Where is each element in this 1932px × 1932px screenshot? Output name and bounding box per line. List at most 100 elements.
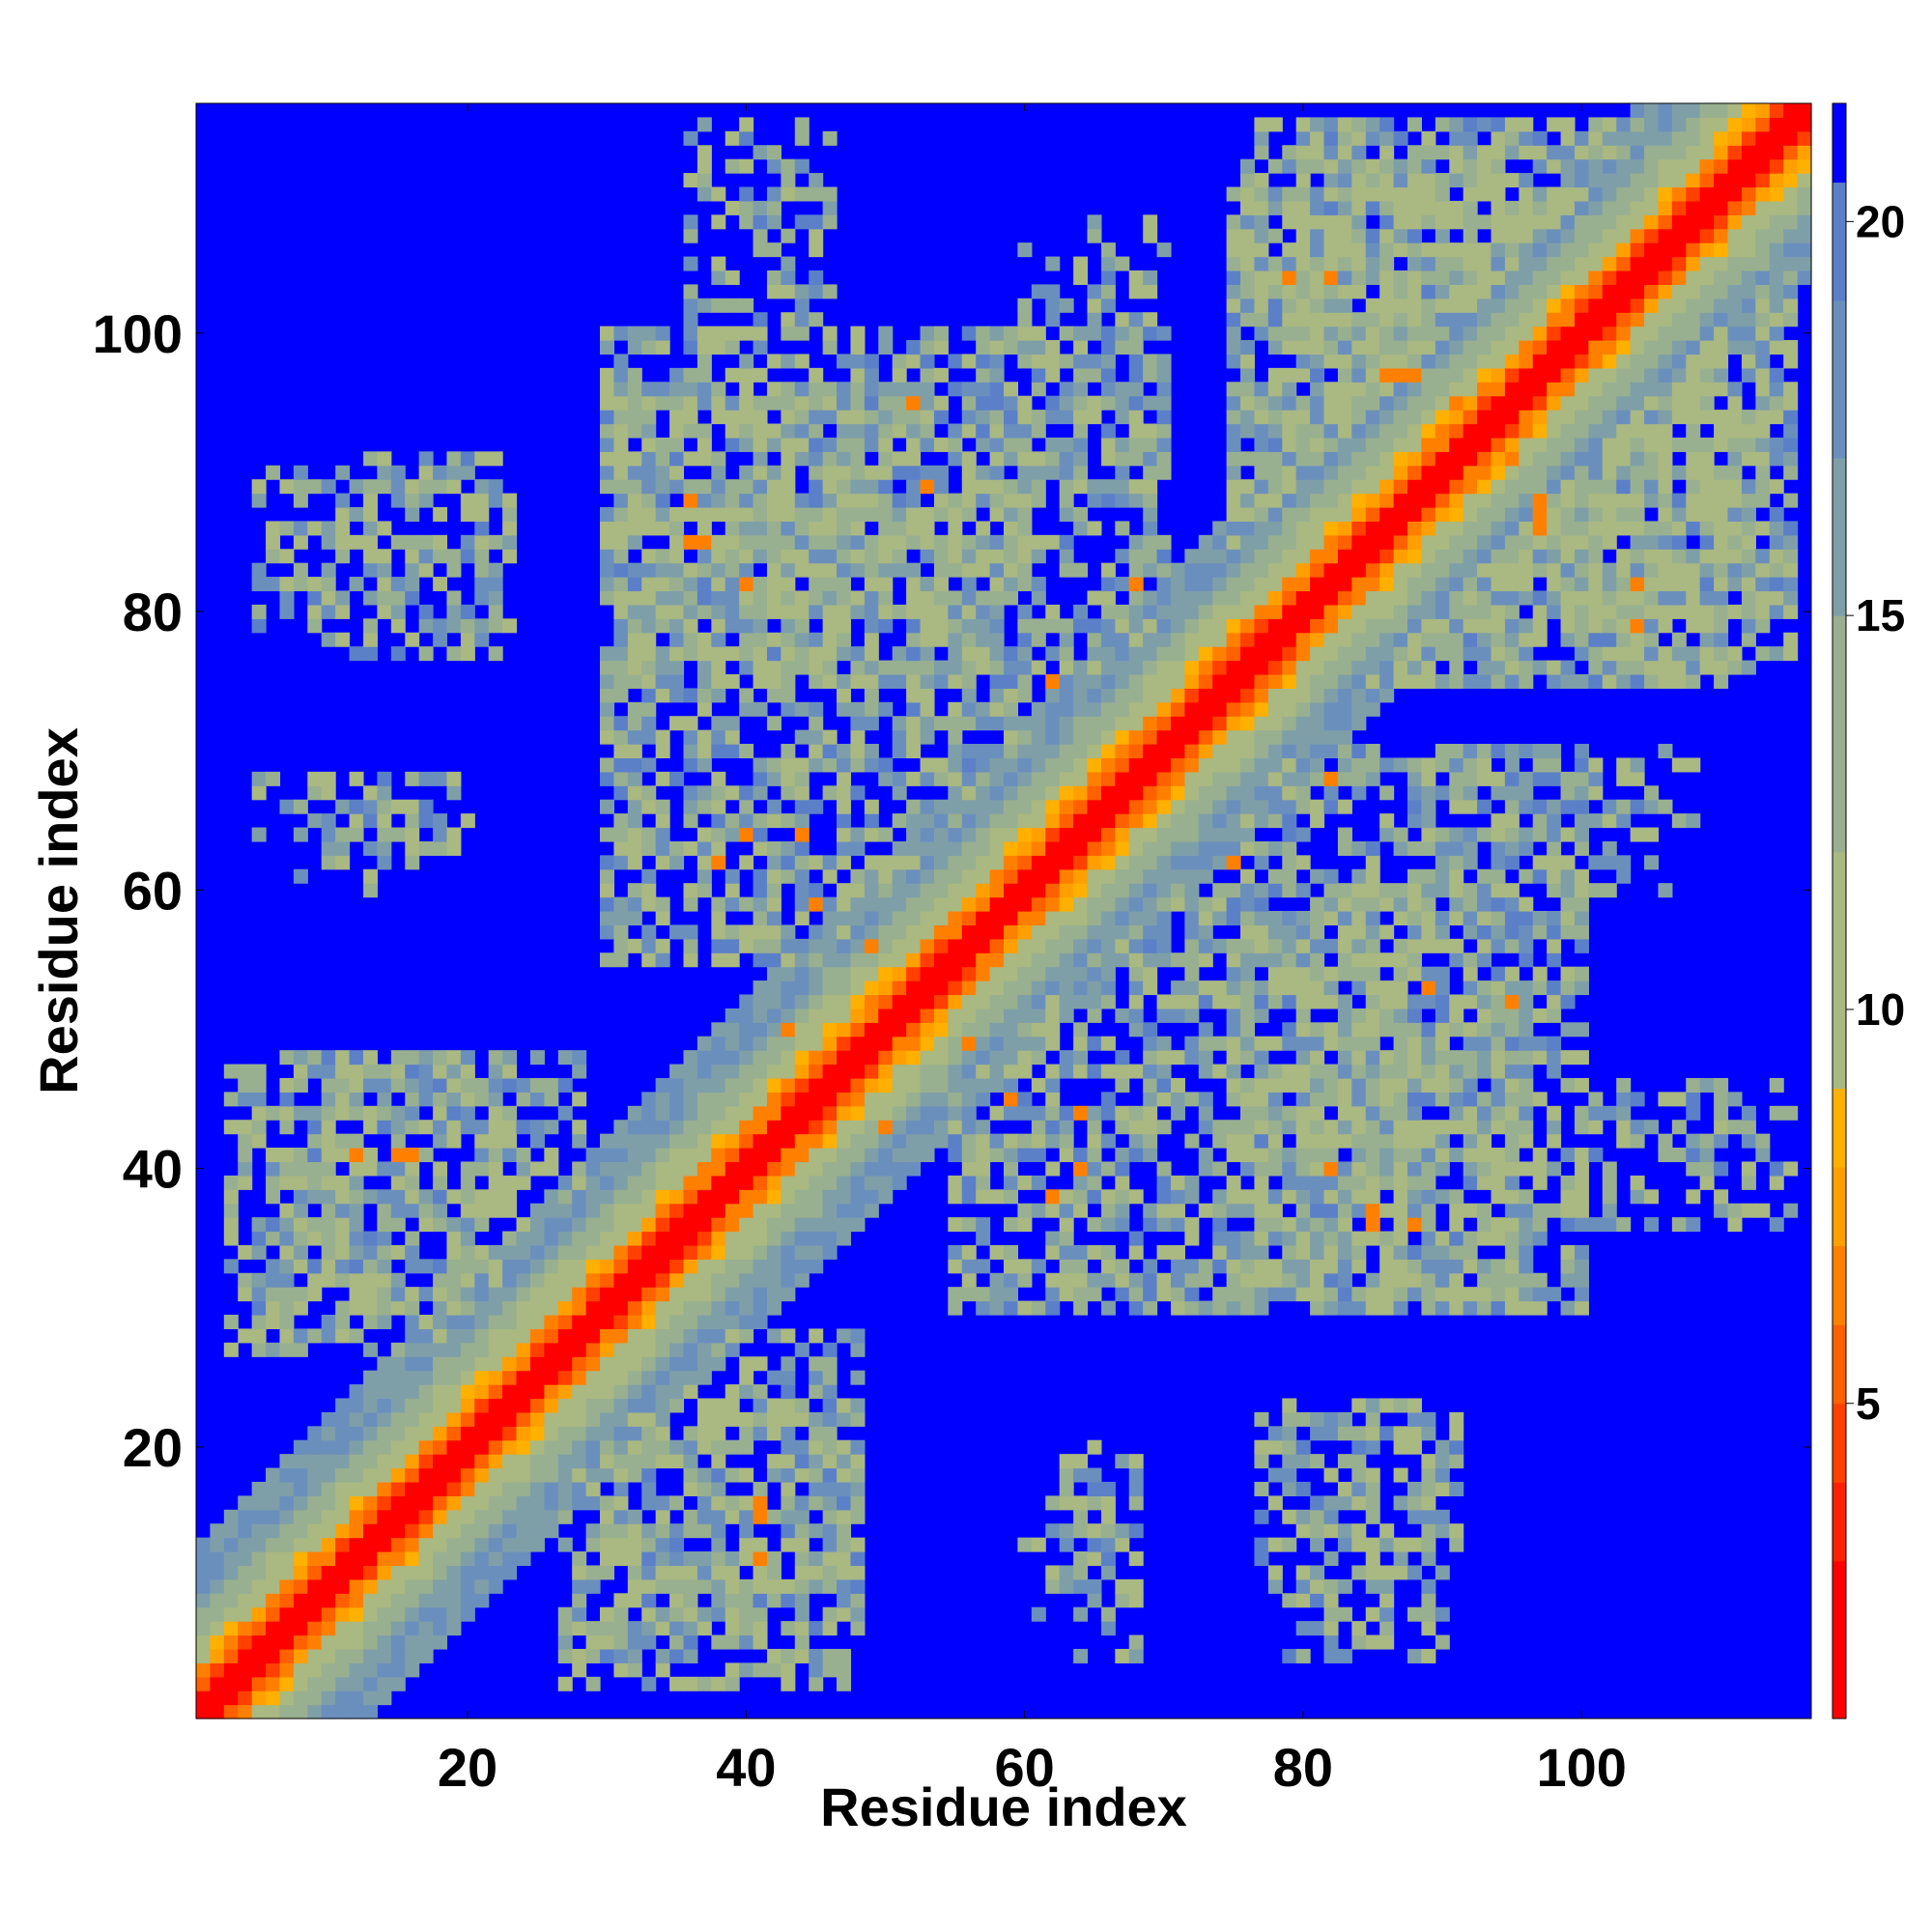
heatmap-cell	[488, 1565, 503, 1580]
heatmap-cell	[1045, 799, 1061, 814]
heatmap-cell	[488, 1578, 503, 1594]
heatmap-cell	[1087, 785, 1102, 801]
heatmap-cell	[989, 1036, 1005, 1051]
heatmap-cell	[753, 1495, 768, 1511]
heatmap-cell	[1100, 813, 1116, 829]
heatmap-cell	[878, 618, 894, 634]
heatmap-cell	[1295, 410, 1311, 425]
heatmap-cell	[600, 1287, 615, 1302]
heatmap-cell	[1198, 757, 1213, 773]
heatmap-cell	[1310, 1148, 1325, 1163]
heatmap-cell	[572, 1287, 587, 1302]
heatmap-cell	[488, 1315, 503, 1330]
heatmap-cell	[1240, 395, 1256, 411]
heatmap-cell	[1073, 966, 1089, 981]
heatmap-cell	[933, 813, 949, 829]
heatmap-cell	[809, 549, 824, 564]
heatmap-cell	[850, 1092, 866, 1107]
heatmap-cell	[1295, 326, 1311, 341]
heatmap-cell	[641, 1148, 657, 1163]
heatmap-cell	[433, 1370, 448, 1385]
heatmap-cell	[1337, 1203, 1352, 1218]
heatmap-cell	[669, 1634, 685, 1650]
heatmap-cell	[1184, 799, 1200, 814]
heatmap-cell	[1337, 1481, 1352, 1496]
heatmap-cell	[557, 1077, 573, 1093]
heatmap-cell	[933, 1008, 949, 1023]
heatmap-cell	[683, 214, 698, 230]
heatmap-cell	[794, 1439, 810, 1455]
heatmap-cell	[948, 994, 963, 1009]
heatmap-cell	[307, 1439, 323, 1455]
heatmap-cell	[488, 604, 503, 619]
heatmap-cell	[446, 451, 462, 467]
heatmap-cell	[251, 1481, 267, 1496]
heatmap-cell	[488, 1398, 503, 1413]
heatmap-cell	[1128, 1593, 1144, 1608]
heatmap-cell	[753, 423, 768, 439]
heatmap-cell	[837, 1092, 852, 1107]
heatmap-cell	[1045, 1300, 1061, 1316]
heatmap-cell	[1323, 298, 1339, 313]
heatmap-cell	[766, 1092, 781, 1107]
heatmap-cell	[238, 1690, 253, 1706]
heatmap-cell	[641, 1634, 657, 1650]
heatmap-cell	[1087, 1217, 1102, 1233]
heatmap-cell	[251, 1621, 267, 1636]
heatmap-cell	[724, 1105, 740, 1121]
heatmap-cell	[516, 1439, 531, 1455]
heatmap-cell	[1100, 395, 1116, 411]
heatmap-cell	[516, 1384, 531, 1400]
heatmap-cell	[683, 130, 698, 146]
heatmap-cell	[1212, 1064, 1228, 1079]
heatmap-cell	[864, 911, 879, 926]
heatmap-cell	[1059, 938, 1074, 953]
heatmap-cell	[1087, 493, 1102, 508]
heatmap-cell	[335, 1426, 351, 1441]
heatmap-cell	[251, 1133, 267, 1149]
heatmap-cell	[837, 883, 852, 898]
heatmap-cell	[1240, 173, 1256, 188]
heatmap-cell	[418, 1454, 434, 1469]
heatmap-cell	[460, 1203, 475, 1218]
heatmap-cell	[1059, 326, 1074, 341]
heatmap-cell	[753, 1120, 768, 1135]
heatmap-cell	[683, 618, 698, 634]
heatmap-cell	[488, 1175, 503, 1190]
heatmap-cell	[613, 367, 629, 383]
heatmap-cell	[1254, 771, 1269, 786]
heatmap-cell	[1295, 214, 1311, 230]
heatmap-cell	[1004, 646, 1019, 662]
heatmap-cell	[600, 868, 615, 884]
heatmap-cell	[753, 1411, 768, 1427]
heatmap-cell	[948, 1217, 963, 1233]
heatmap-cell	[418, 1077, 434, 1093]
heatmap-cell	[739, 186, 754, 202]
heatmap-cell	[1295, 242, 1311, 258]
heatmap-cell	[405, 507, 420, 523]
heatmap-cell	[794, 437, 810, 452]
heatmap-cell	[1282, 451, 1297, 467]
heatmap-cell	[739, 1523, 754, 1539]
heatmap-cell	[822, 284, 838, 299]
heatmap-cell	[1310, 771, 1325, 786]
heatmap-cell	[1170, 744, 1185, 759]
heatmap-cell	[1323, 660, 1339, 675]
heatmap-cell	[794, 729, 810, 745]
heatmap-cell	[390, 1105, 406, 1121]
heatmap-cell	[1143, 604, 1158, 619]
heatmap-cell	[223, 1217, 239, 1233]
heatmap-cell	[1087, 1481, 1102, 1496]
heatmap-cell	[711, 744, 726, 759]
heatmap-cell	[781, 1662, 796, 1678]
heatmap-cell	[753, 1565, 768, 1580]
heatmap-cell	[753, 1161, 768, 1177]
heatmap-cell	[864, 1133, 879, 1149]
heatmap-cell	[600, 716, 615, 731]
heatmap-cell	[1254, 423, 1269, 439]
heatmap-cell	[920, 673, 935, 689]
heatmap-cell	[1128, 673, 1144, 689]
heatmap-cell	[1045, 1077, 1061, 1093]
heatmap-cell	[557, 1606, 573, 1622]
heatmap-cell	[753, 1105, 768, 1121]
